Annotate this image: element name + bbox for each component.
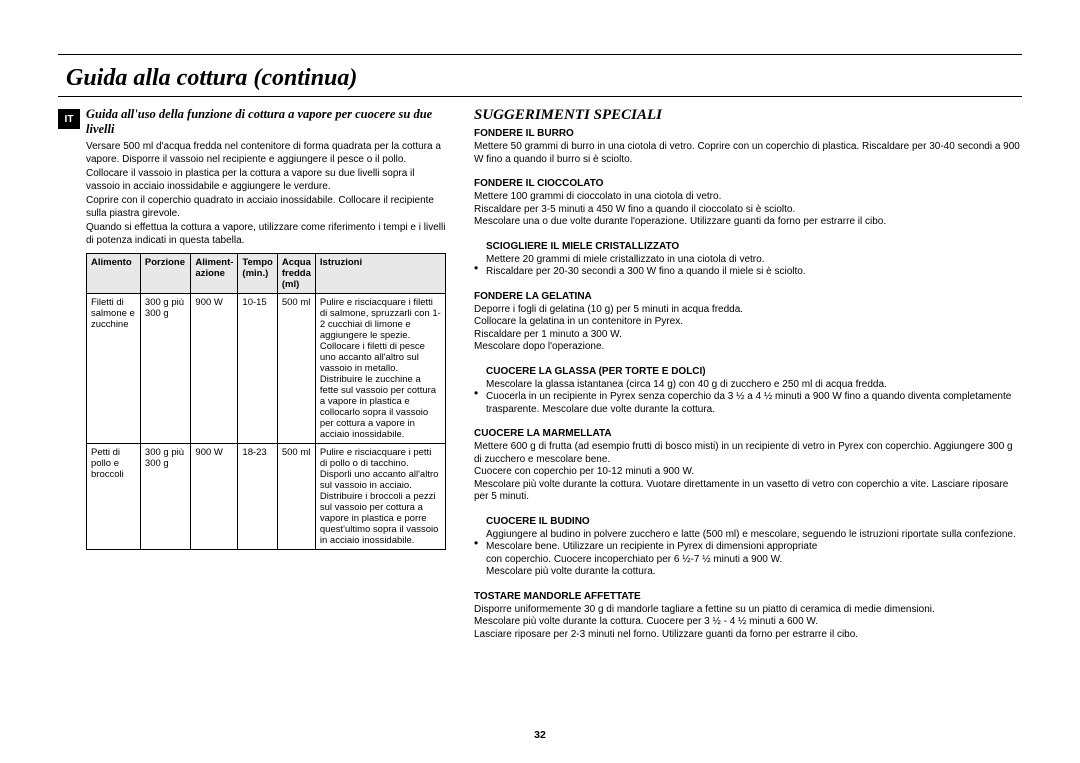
tip: CUOCERE LA MARMELLATA Mettere 600 g di fr… bbox=[474, 428, 1022, 504]
table-cell: 300 g più 300 g bbox=[140, 294, 191, 444]
table-header: Porzione bbox=[140, 254, 191, 294]
tip-body: Deporre i fogli di gelatina (10 g) per 5… bbox=[474, 304, 1022, 354]
left-paragraph: Collocare il vassoio in plastica per la … bbox=[86, 168, 446, 193]
table-cell: 900 W bbox=[191, 444, 238, 550]
right-column: SUGGERIMENTI SPECIALI FONDERE IL BURRO Me… bbox=[474, 107, 1022, 653]
left-subtitle: Guida all'uso della funzione di cottura … bbox=[86, 107, 446, 137]
table-header: Alimento bbox=[87, 254, 141, 294]
tip: SCIOGLIERE IL MIELE CRISTALLIZZATO Metter… bbox=[474, 241, 1022, 279]
language-badge: IT bbox=[58, 109, 80, 129]
table-cell: 300 g più 300 g bbox=[140, 444, 191, 550]
suggestions-heading: SUGGERIMENTI SPECIALI bbox=[474, 107, 1022, 124]
table-header: Istruzioni bbox=[315, 254, 445, 294]
tip-title: CUOCERE LA GLASSA (PER TORTE E DOLCI) bbox=[486, 366, 1022, 377]
table-header: Acqua fredda (ml) bbox=[277, 254, 315, 294]
tip-body: Mettere 50 grammi di burro in una ciotol… bbox=[474, 141, 1022, 166]
left-paragraph: Quando si effettua la cottura a vapore, … bbox=[86, 222, 446, 247]
tip-title: CUOCERE IL BUDINO bbox=[486, 516, 1022, 527]
table-header: Aliment- azione bbox=[191, 254, 238, 294]
page-title: Guida alla cottura (continua) bbox=[66, 65, 1022, 92]
tip-body: Mettere 100 grammi di cioccolato in una … bbox=[474, 191, 1022, 229]
tip: FONDERE LA GELATINA Deporre i fogli di ge… bbox=[474, 291, 1022, 354]
tip-title: SCIOGLIERE IL MIELE CRISTALLIZZATO bbox=[486, 241, 1022, 252]
tip-body: Mettere 600 g di frutta (ad esempio frut… bbox=[474, 441, 1022, 504]
left-paragraph: Coprire con il coperchio quadrato in acc… bbox=[86, 195, 446, 220]
tip: FONDERE IL BURRO Mettere 50 grammi di bur… bbox=[474, 128, 1022, 166]
table-row: Filetti di salmone e zucchine300 g più 3… bbox=[87, 294, 446, 444]
tip: TOSTARE MANDORLE AFFETTATE Disporre unifo… bbox=[474, 591, 1022, 642]
cooking-table: AlimentoPorzioneAliment- azioneTempo (mi… bbox=[86, 253, 446, 550]
table-header: Tempo (min.) bbox=[238, 254, 277, 294]
table-cell: 10-15 bbox=[238, 294, 277, 444]
tip-body: Mettere 20 grammi di miele cristallizzat… bbox=[486, 254, 1022, 279]
left-paragraph: Versare 500 ml d'acqua fredda nel conten… bbox=[86, 141, 446, 166]
table-cell: 900 W bbox=[191, 294, 238, 444]
rule-bottom bbox=[58, 96, 1022, 97]
table-cell: Petti di pollo e broccoli bbox=[87, 444, 141, 550]
page-number: 32 bbox=[0, 729, 1080, 741]
table-cell: Pulire e risciacquare i filetti di salmo… bbox=[315, 294, 445, 444]
rule-top bbox=[58, 54, 1022, 55]
tip-title: TOSTARE MANDORLE AFFETTATE bbox=[474, 591, 1022, 602]
tip-body: Aggiungere al budino in polvere zucchero… bbox=[486, 529, 1022, 579]
tip-title: FONDERE LA GELATINA bbox=[474, 291, 1022, 302]
tip-body: Mescolare la glassa istantanea (circa 14… bbox=[486, 379, 1022, 417]
table-cell: Filetti di salmone e zucchine bbox=[87, 294, 141, 444]
table-row: Petti di pollo e broccoli300 g più 300 g… bbox=[87, 444, 446, 550]
table-cell: 500 ml bbox=[277, 444, 315, 550]
left-column: IT Guida all'uso della funzione di cottu… bbox=[58, 107, 446, 653]
tip-title: FONDERE IL BURRO bbox=[474, 128, 1022, 139]
tip: FONDERE IL CIOCCOLATO Mettere 100 grammi … bbox=[474, 178, 1022, 229]
table-cell: 500 ml bbox=[277, 294, 315, 444]
tip-title: CUOCERE LA MARMELLATA bbox=[474, 428, 1022, 439]
tip-title: FONDERE IL CIOCCOLATO bbox=[474, 178, 1022, 189]
table-cell: Pulire e risciacquare i petti di pollo o… bbox=[315, 444, 445, 550]
tip: CUOCERE LA GLASSA (PER TORTE E DOLCI) Mes… bbox=[474, 366, 1022, 417]
table-cell: 18-23 bbox=[238, 444, 277, 550]
tip-body: Disporre uniformemente 30 g di mandorle … bbox=[474, 604, 1022, 642]
tip: CUOCERE IL BUDINO Aggiungere al budino in… bbox=[474, 516, 1022, 579]
